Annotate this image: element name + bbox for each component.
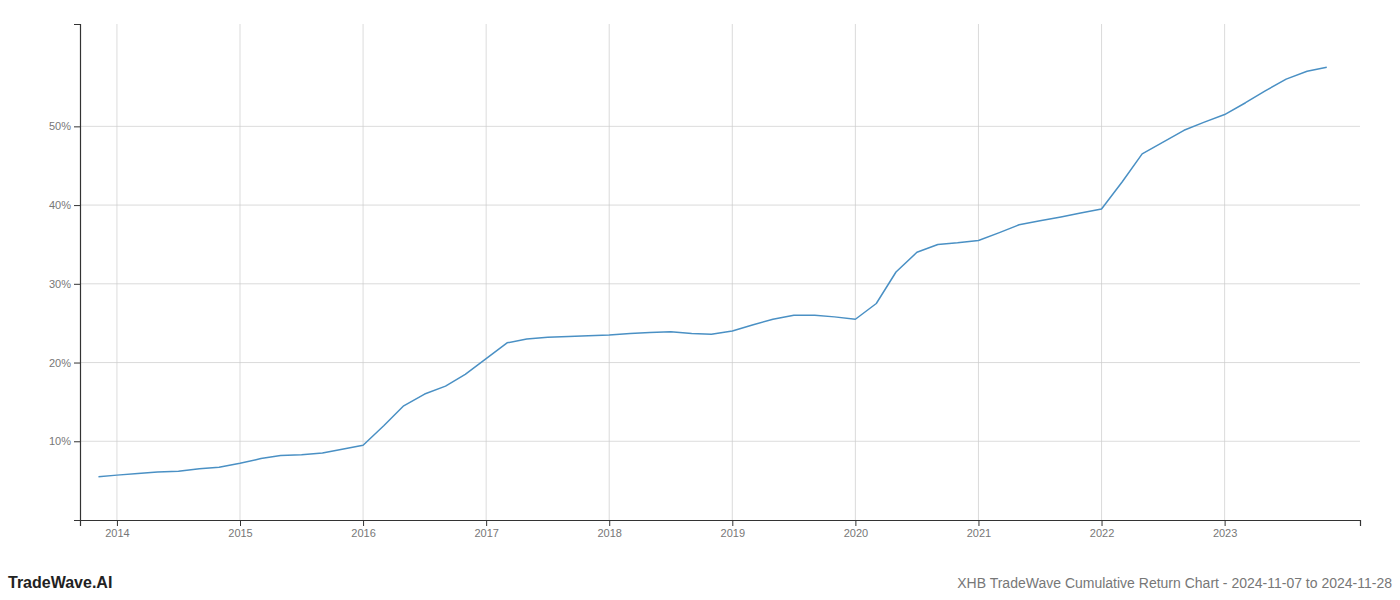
- tick-label: 2017: [474, 527, 498, 539]
- tick-mark: [240, 520, 241, 526]
- y-axis: 10% 20% 30% 40% 50%: [49, 25, 81, 521]
- axis-line: [74, 25, 81, 521]
- tick-label: 2022: [1090, 527, 1114, 539]
- tick-mark: [1225, 520, 1226, 526]
- x-axis: 2014 2015 2016 2017 2018 2019 2020 2021 2022 2023: [81, 520, 1361, 539]
- axis-line: [81, 521, 1361, 527]
- tick-mark: [363, 520, 364, 526]
- tick-mark: [74, 363, 80, 364]
- tick: 30%: [49, 278, 80, 290]
- tick-label: 2021: [967, 527, 991, 539]
- grid-line: [732, 24, 733, 520]
- tick-mark: [609, 520, 610, 526]
- tick-label: 2018: [597, 527, 621, 539]
- grid-line: [80, 126, 1360, 127]
- title: XHB TradeWave Cumulative Return Chart - …: [957, 575, 1392, 591]
- grid: [80, 24, 1360, 520]
- tick-mark: [1102, 520, 1103, 526]
- tick-mark: [732, 520, 733, 526]
- tick-label: 20%: [49, 357, 71, 369]
- tick-label: 30%: [49, 278, 71, 290]
- tick-mark: [74, 284, 80, 285]
- tick-mark: [978, 520, 979, 526]
- tick: 2017: [474, 520, 498, 539]
- grid-line: [116, 24, 117, 520]
- grid-line: [855, 24, 856, 520]
- tick: 20%: [49, 357, 80, 369]
- tick: 2016: [351, 520, 375, 539]
- grid-line: [1224, 24, 1225, 520]
- tick: 10%: [49, 435, 80, 447]
- tick-label: 2019: [721, 527, 745, 539]
- grid-line: [486, 24, 487, 520]
- tick-mark: [74, 205, 80, 206]
- plot-area: [98, 67, 1326, 476]
- grid-line: [240, 24, 241, 520]
- tick: 40%: [49, 199, 80, 211]
- grid-line: [978, 24, 979, 520]
- tick: 50%: [49, 120, 80, 132]
- grid-line: [80, 362, 1360, 363]
- tick: 2018: [597, 520, 621, 539]
- tick: 2015: [228, 520, 252, 539]
- tick-mark: [74, 441, 80, 442]
- tick-mark: [74, 126, 80, 127]
- tick-label: 2014: [105, 527, 129, 539]
- grid-line: [1101, 24, 1102, 520]
- chart: 2014 2015 2016 2017 2018 2019 2020 2021 2022 2023…: [0, 0, 1400, 600]
- tick-mark: [486, 520, 487, 526]
- tick-label: 2020: [844, 527, 868, 539]
- grid-line: [80, 205, 1360, 206]
- line: [98, 67, 1326, 476]
- tick-label: 2016: [351, 527, 375, 539]
- tick-mark: [117, 520, 118, 526]
- tick-label: 40%: [49, 199, 71, 211]
- tick: 2019: [721, 520, 745, 539]
- tick-mark: [855, 520, 856, 526]
- tick: 2023: [1213, 520, 1237, 539]
- tick: 2020: [844, 520, 868, 539]
- tick-label: 50%: [49, 120, 71, 132]
- watermark: TradeWave.AI: [8, 574, 112, 591]
- tick-label: 10%: [49, 435, 71, 447]
- tick-label: 2023: [1213, 527, 1237, 539]
- tick: 2014: [105, 520, 129, 539]
- grid-line: [609, 24, 610, 520]
- tick-label: 2015: [228, 527, 252, 539]
- grid-line: [80, 441, 1360, 442]
- tick: 2021: [967, 520, 991, 539]
- tick: 2022: [1090, 520, 1114, 539]
- grid-line: [80, 283, 1360, 284]
